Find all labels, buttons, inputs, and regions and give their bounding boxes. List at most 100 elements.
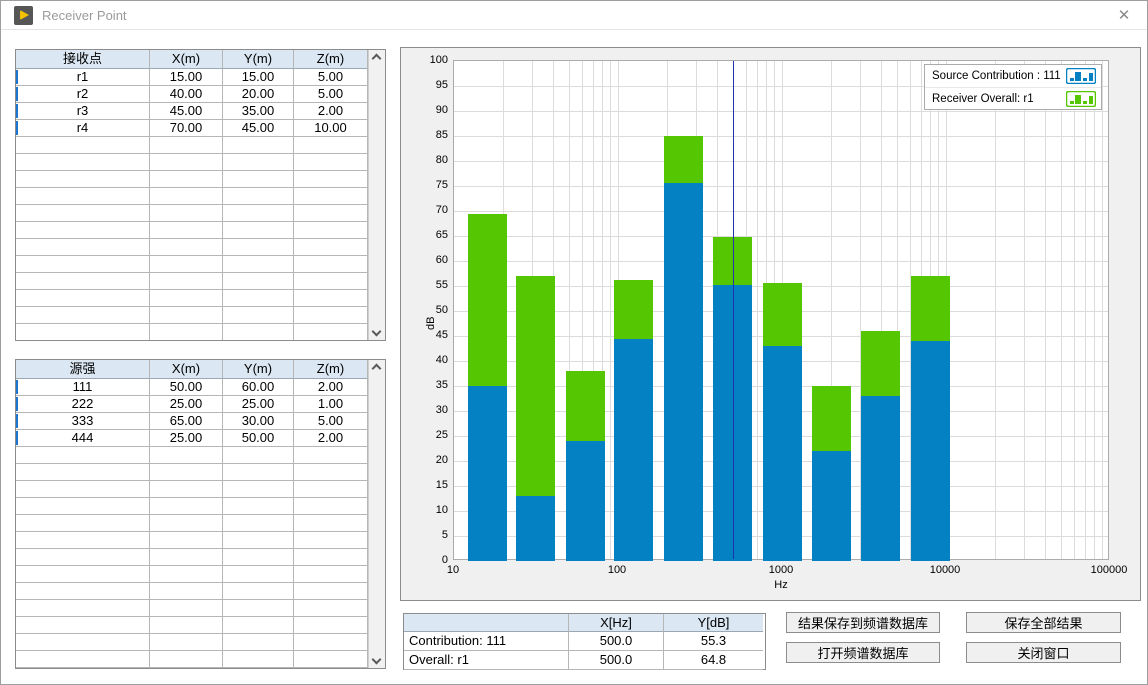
source-table-scrollbar[interactable] <box>368 360 385 668</box>
table-row-empty <box>16 290 368 307</box>
table-cell <box>223 498 294 515</box>
table-cell <box>150 273 223 290</box>
receiver-table-scrollbar[interactable] <box>368 50 385 340</box>
table-cell <box>150 188 223 205</box>
y-tick-label: 65 <box>416 229 448 241</box>
table-cell <box>16 498 150 515</box>
table-cell[interactable]: 222 <box>16 396 150 413</box>
cursor-table-row: Overall: r1500.064.8 <box>404 651 765 670</box>
table-cell[interactable]: r1 <box>16 69 150 86</box>
table-cell <box>294 566 368 583</box>
cursor-table-header-row: X[Hz]Y[dB] <box>404 614 765 632</box>
table-row-empty <box>16 566 368 583</box>
bar-contribution <box>664 183 703 562</box>
table-cell[interactable]: 1.00 <box>294 396 368 413</box>
bar-overall <box>614 280 653 339</box>
table-cell <box>150 239 223 256</box>
table-cell <box>294 617 368 634</box>
table-row-empty <box>16 617 368 634</box>
table-cell[interactable]: 50.00 <box>150 379 223 396</box>
scroll-down-icon[interactable] <box>373 329 381 337</box>
table-cell[interactable]: 2.00 <box>294 103 368 120</box>
table-cell <box>294 634 368 651</box>
x-tick-label: 1000 <box>769 564 793 576</box>
table-row-empty <box>16 239 368 256</box>
table-cell[interactable]: 10.00 <box>294 120 368 137</box>
table-cell[interactable]: 40.00 <box>150 86 223 103</box>
table-cell[interactable]: 5.00 <box>294 69 368 86</box>
table-row[interactable]: 44425.0050.002.00 <box>16 430 368 447</box>
table-cell[interactable]: 60.00 <box>223 379 294 396</box>
table-cell[interactable]: 5.00 <box>294 86 368 103</box>
table-row[interactable]: 11150.0060.002.00 <box>16 379 368 396</box>
x-tick-label: 100 <box>608 564 626 576</box>
table-row[interactable]: 22225.0025.001.00 <box>16 396 368 413</box>
table-cell[interactable]: 70.00 <box>150 120 223 137</box>
table-cell[interactable]: 111 <box>16 379 150 396</box>
table-row[interactable]: r345.0035.002.00 <box>16 103 368 120</box>
column-header: X(m) <box>150 50 223 69</box>
table-cell[interactable]: 35.00 <box>223 103 294 120</box>
row-selection-indicator <box>16 380 18 394</box>
table-row[interactable]: 33365.0030.005.00 <box>16 413 368 430</box>
table-cell <box>223 290 294 307</box>
save-to-spectrum-db-button[interactable]: 结果保存到频谱数据库 <box>786 612 940 633</box>
chart-legend[interactable]: Source Contribution : 111 Receiver Overa… <box>924 64 1102 110</box>
table-row-empty <box>16 324 368 340</box>
bar-contribution <box>812 451 851 561</box>
scroll-down-icon[interactable] <box>373 657 381 665</box>
table-cell <box>223 188 294 205</box>
scroll-up-icon[interactable] <box>373 53 381 61</box>
table-row-empty <box>16 651 368 668</box>
cursor-table-cell: 64.8 <box>664 651 763 670</box>
table-cell[interactable]: 15.00 <box>150 69 223 86</box>
table-cell <box>16 634 150 651</box>
table-cell[interactable]: 2.00 <box>294 430 368 447</box>
table-cell[interactable]: 15.00 <box>223 69 294 86</box>
table-cell <box>294 171 368 188</box>
table-cell[interactable]: 5.00 <box>294 413 368 430</box>
table-cell <box>150 600 223 617</box>
table-cell[interactable]: 65.00 <box>150 413 223 430</box>
table-cell <box>16 583 150 600</box>
y-tick-label: 95 <box>416 79 448 91</box>
table-row[interactable]: r115.0015.005.00 <box>16 69 368 86</box>
table-cell <box>150 222 223 239</box>
table-cell[interactable]: 20.00 <box>223 86 294 103</box>
scroll-up-icon[interactable] <box>373 363 381 371</box>
table-row[interactable]: r470.0045.0010.00 <box>16 120 368 137</box>
table-cell[interactable]: 25.00 <box>150 430 223 447</box>
legend-item-overall[interactable]: Receiver Overall: r1 <box>925 87 1101 109</box>
open-spectrum-db-button[interactable]: 打开频谱数据库 <box>786 642 940 663</box>
table-cell[interactable]: 50.00 <box>223 430 294 447</box>
bar-contribution <box>468 386 507 561</box>
table-cell <box>223 600 294 617</box>
table-cell <box>223 154 294 171</box>
table-cell[interactable]: 333 <box>16 413 150 430</box>
table-row-empty <box>16 205 368 222</box>
y-tick-label: 5 <box>416 529 448 541</box>
save-all-results-button[interactable]: 保存全部结果 <box>966 612 1121 633</box>
chart-cursor-line[interactable] <box>733 61 734 559</box>
table-cell[interactable]: 444 <box>16 430 150 447</box>
table-cell[interactable]: r3 <box>16 103 150 120</box>
table-cell[interactable]: 30.00 <box>223 413 294 430</box>
table-cell[interactable]: 45.00 <box>223 120 294 137</box>
table-cell <box>294 239 368 256</box>
close-icon[interactable]: ✕ <box>1113 5 1135 27</box>
table-cell[interactable]: 25.00 <box>150 396 223 413</box>
receiver-table[interactable]: 接收点X(m)Y(m)Z(m)r115.0015.005.00r240.0020… <box>16 50 385 340</box>
source-table[interactable]: 源强X(m)Y(m)Z(m)11150.0060.002.0022225.002… <box>16 360 385 668</box>
close-window-button[interactable]: 关闭窗口 <box>966 642 1121 663</box>
table-cell <box>223 256 294 273</box>
plot-area[interactable] <box>453 60 1109 560</box>
table-cell[interactable]: r4 <box>16 120 150 137</box>
y-tick-label: 75 <box>416 179 448 191</box>
table-cell[interactable]: 25.00 <box>223 396 294 413</box>
table-cell[interactable]: r2 <box>16 86 150 103</box>
table-cell[interactable]: 45.00 <box>150 103 223 120</box>
table-row[interactable]: r240.0020.005.00 <box>16 86 368 103</box>
legend-item-contribution[interactable]: Source Contribution : 111 <box>925 65 1101 87</box>
table-cell[interactable]: 2.00 <box>294 379 368 396</box>
column-header: Z(m) <box>294 50 368 69</box>
